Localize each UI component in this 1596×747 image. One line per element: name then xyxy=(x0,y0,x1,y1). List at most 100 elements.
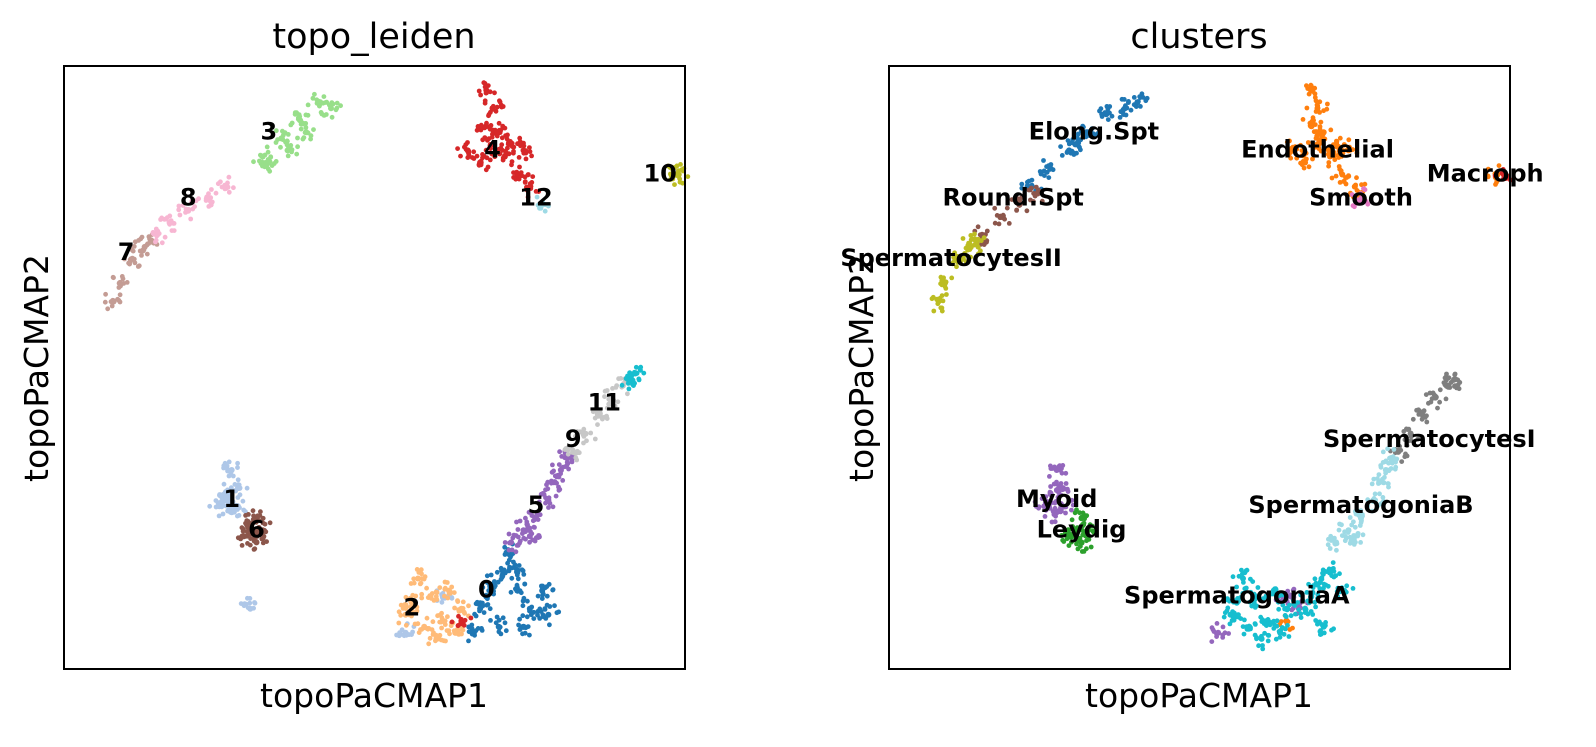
data-point-spread xyxy=(1321,581,1327,587)
data-point-spread xyxy=(1388,456,1393,461)
data-point-spread xyxy=(1376,472,1382,477)
data-point-spread xyxy=(1315,142,1320,147)
data-point-spread xyxy=(1069,539,1074,545)
data-point-spread xyxy=(407,595,413,601)
data-point-spread xyxy=(1337,166,1343,172)
data-point-spread xyxy=(486,588,492,593)
data-point-spread xyxy=(1381,498,1386,504)
data-point-spread xyxy=(540,491,546,496)
cluster-label-11: 11 xyxy=(588,389,621,417)
data-point-spread xyxy=(1369,481,1375,487)
data-point-spread xyxy=(557,449,562,455)
data-point-spread xyxy=(264,144,270,150)
data-point-spread xyxy=(132,260,138,266)
data-point-spread xyxy=(1032,193,1038,199)
data-point-spread xyxy=(1334,547,1339,553)
data-point-spread xyxy=(1036,504,1042,510)
data-point-spread xyxy=(1021,200,1027,206)
data-point-spread xyxy=(529,513,535,518)
data-point-spread xyxy=(992,205,998,211)
data-point-spread xyxy=(136,263,142,269)
data-point-spread xyxy=(499,568,504,573)
data-point-spread xyxy=(1336,527,1342,533)
data-point-spread xyxy=(1244,624,1250,630)
data-point-spread xyxy=(1126,100,1131,105)
data-point-spread xyxy=(1274,618,1280,624)
data-point-spread xyxy=(1099,111,1104,117)
data-point-spread xyxy=(209,199,215,205)
data-point-spread xyxy=(1069,517,1075,523)
data-point-spread xyxy=(1046,175,1052,181)
data-point-spread xyxy=(1346,148,1352,153)
data-point-spread xyxy=(525,523,530,529)
data-point-spread xyxy=(592,436,598,442)
data-point-spread xyxy=(1059,470,1065,476)
data-point-spread xyxy=(1295,600,1301,605)
data-point-spread xyxy=(939,282,945,288)
data-point-spread xyxy=(1377,491,1382,497)
data-point-spread xyxy=(459,621,465,626)
data-point-spread xyxy=(952,250,957,256)
data-point-spread xyxy=(678,162,683,167)
data-point-spread xyxy=(485,137,490,143)
data-point-spread xyxy=(265,166,271,172)
data-point-spread xyxy=(1220,624,1226,630)
data-point-spread xyxy=(1335,594,1341,599)
data-point-spread xyxy=(1315,130,1321,136)
data-point-spread xyxy=(1317,126,1323,132)
data-point-spread xyxy=(544,584,550,589)
data-point-spread xyxy=(1079,515,1084,521)
data-point-spread xyxy=(156,231,162,237)
data-point-spread xyxy=(443,638,448,644)
data-point-spread xyxy=(1408,430,1414,436)
series-smooth xyxy=(1349,186,1371,210)
data-point-spread xyxy=(955,259,961,265)
data-point-spread xyxy=(674,163,680,169)
data-point-spread xyxy=(1017,202,1023,207)
data-point-spread xyxy=(1291,586,1297,592)
data-point-spread xyxy=(1341,142,1347,147)
data-point-spread xyxy=(1304,105,1310,111)
data-point-spread xyxy=(250,517,256,522)
data-point-spread xyxy=(333,107,339,113)
data-point-spread xyxy=(427,635,433,641)
data-point-spread xyxy=(410,629,415,635)
data-point-spread xyxy=(1214,634,1219,639)
data-point-spread xyxy=(1244,567,1250,573)
data-point-spread xyxy=(398,612,404,618)
data-point-spread xyxy=(1306,164,1312,170)
data-point-spread xyxy=(110,274,116,280)
data-point-spread xyxy=(237,486,243,491)
data-point-spread xyxy=(523,515,528,521)
data-point-spread xyxy=(502,544,508,550)
data-point-spread xyxy=(517,616,522,622)
data-point-spread xyxy=(1105,117,1111,122)
data-point-spread xyxy=(1209,639,1215,644)
data-point-spread xyxy=(1391,447,1397,452)
data-point-spread xyxy=(1380,476,1385,482)
data-point-spread xyxy=(1358,540,1363,545)
data-point-spread xyxy=(1220,635,1226,640)
data-point-spread xyxy=(1285,588,1291,594)
data-point-spread xyxy=(497,151,502,157)
data-point-spread xyxy=(1339,154,1344,159)
data-point-spread xyxy=(488,618,493,623)
data-point-spread xyxy=(259,536,265,542)
data-point-spread xyxy=(455,598,460,603)
cluster-label-spermatocytesi: SpermatocytesI xyxy=(1323,425,1536,453)
data-point-spread xyxy=(328,105,334,111)
data-point-spread xyxy=(488,146,493,152)
data-point-spread xyxy=(1302,605,1308,611)
data-point-spread xyxy=(1247,599,1253,605)
panel-1-frame xyxy=(63,65,686,670)
data-point-spread xyxy=(203,198,209,203)
data-point-spread xyxy=(1342,529,1347,535)
data-point-spread xyxy=(1268,591,1274,597)
data-point-spread xyxy=(527,632,532,638)
data-point-spread xyxy=(1041,158,1046,163)
series-spermatogoniab xyxy=(1325,446,1400,553)
data-point-spread xyxy=(1284,607,1290,613)
data-point-spread xyxy=(1321,630,1327,636)
data-point-spread xyxy=(1251,600,1257,606)
data-point-spread xyxy=(473,628,479,634)
